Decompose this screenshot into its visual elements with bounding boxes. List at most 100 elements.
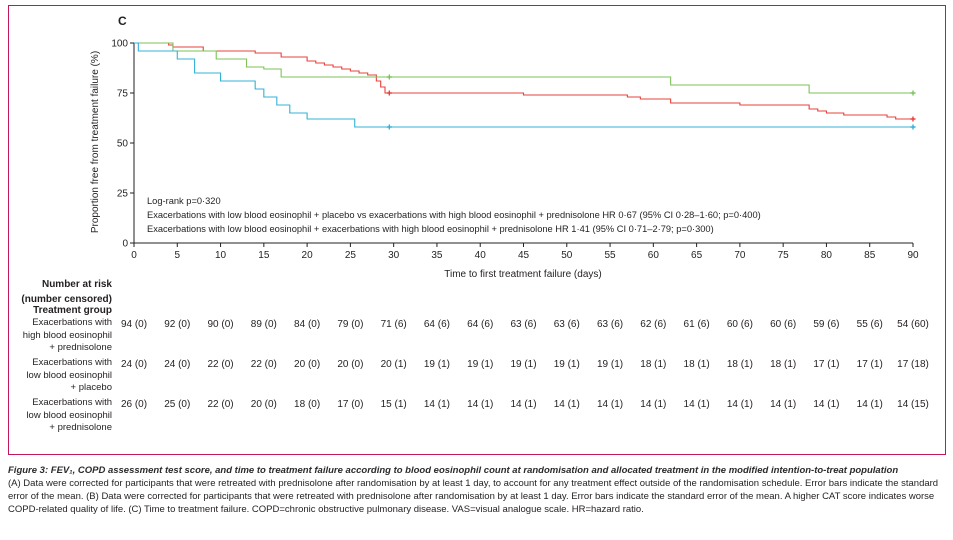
x-tick-label: 5 — [174, 250, 180, 261]
risk-cell: 24 (0) — [164, 359, 191, 370]
risk-cell: 14 (1) — [726, 399, 753, 410]
logrank-annotation: Log-rank p=0·320 — [147, 196, 221, 206]
censor-mark — [386, 74, 392, 80]
risk-cell: 22 (0) — [207, 399, 234, 410]
caption-title-text: FEV₁, COPD assessment test score, and ti… — [50, 465, 899, 476]
y-tick-label: 0 — [122, 239, 128, 250]
risk-cell: 14 (1) — [856, 399, 883, 410]
risk-cell: 60 (6) — [770, 319, 797, 330]
x-tick-label: 75 — [778, 250, 790, 261]
risk-cell: 64 (6) — [423, 319, 450, 330]
risk-cell: 64 (6) — [467, 319, 494, 330]
risk-row-label-line: Exacerbations with — [32, 317, 112, 328]
risk-cell: 79 (0) — [337, 319, 364, 330]
y-tick-label: 50 — [117, 139, 129, 150]
risk-cell: 89 (0) — [250, 319, 277, 330]
risk-cell: 20 (0) — [250, 399, 277, 410]
y-axis-label: Proportion free from treatment failure (… — [90, 51, 101, 233]
risk-table-heading: Number at risk (number censored) — [20, 277, 112, 307]
risk-cell: 22 (0) — [207, 359, 234, 370]
censor-mark — [910, 116, 916, 122]
risk-row-label-line: + placebo — [70, 382, 112, 393]
x-tick-label: 25 — [345, 250, 357, 261]
risk-cell: 19 (1) — [596, 359, 624, 370]
risk-row-label-line: Exacerbations with — [32, 357, 112, 368]
risk-row-label-line: + prednisolone — [49, 342, 112, 353]
y-tick-label: 75 — [117, 89, 129, 100]
risk-row-label-line: + prednisolone — [49, 422, 112, 433]
risk-cell: 17 (18) — [897, 359, 929, 370]
x-tick-label: 40 — [475, 250, 487, 261]
risk-cell: 20 (0) — [294, 359, 321, 370]
censor-mark — [386, 124, 392, 130]
x-tick-label: 45 — [518, 250, 530, 261]
risk-cell: 55 (6) — [856, 319, 883, 330]
risk-cell: 14 (1) — [813, 399, 840, 410]
x-tick-label: 50 — [561, 250, 573, 261]
risk-cell: 62 (6) — [640, 319, 667, 330]
risk-heading-line-1: Number at risk — [41, 279, 112, 290]
risk-cell: 14 (15) — [897, 399, 929, 410]
x-tick-label: 70 — [734, 250, 746, 261]
y-tick-label: 25 — [117, 189, 129, 200]
x-tick-label: 15 — [258, 250, 270, 261]
risk-cell: 18 (1) — [770, 359, 797, 370]
hr-annotation-2: Exacerbations with low blood eosinophil … — [147, 224, 714, 234]
risk-cell: 18 (1) — [683, 359, 710, 370]
x-tick-label: 10 — [215, 250, 227, 261]
risk-row-label-line: low blood eosinophil — [26, 409, 112, 421]
x-tick-label: 20 — [302, 250, 314, 261]
risk-row-label-line: high blood eosinophil — [22, 329, 112, 341]
x-tick-label: 65 — [691, 250, 703, 261]
x-tick-label: 0 — [131, 250, 137, 261]
risk-row-label-line: low blood eosinophil — [26, 369, 112, 381]
risk-cell: 84 (0) — [294, 319, 321, 330]
risk-cell: 26 (0) — [120, 399, 148, 410]
risk-row-label: Exacerbations with low blood eosinophil + … — [8, 357, 112, 395]
risk-cell: 17 (1) — [856, 359, 883, 370]
risk-cell: 54 (60) — [897, 319, 929, 330]
chart-curves — [134, 42, 913, 128]
risk-cell: 18 (1) — [726, 359, 753, 370]
risk-cell: 14 (1) — [553, 399, 580, 410]
risk-group-heading: Treatment group — [33, 305, 112, 316]
panel-label: C — [118, 14, 127, 28]
risk-cell: 60 (6) — [726, 319, 753, 330]
risk-cell: 94 (0) — [120, 319, 148, 330]
risk-cell: 71 (6) — [380, 319, 407, 330]
chart-axes: 0 25 50 75 100 0 5 10 15 20 25 30 35 40 45 50 55 60 65 70 75… — [111, 39, 919, 262]
x-tick-label: 35 — [431, 250, 443, 261]
risk-cell: 14 (1) — [683, 399, 710, 410]
risk-cell: 25 (0) — [164, 399, 191, 410]
x-tick-label: 90 — [907, 250, 919, 261]
risk-cell: 19 (1) — [510, 359, 537, 370]
risk-cell: 22 (0) — [250, 359, 277, 370]
risk-cell: 20 (1) — [380, 359, 407, 370]
risk-cell: 14 (1) — [467, 399, 494, 410]
risk-cell: 14 (1) — [640, 399, 667, 410]
risk-cell: 19 (1) — [467, 359, 494, 370]
risk-row-label: Exacerbations with high blood eosinophil +… — [8, 317, 112, 355]
risk-row-label: Exacerbations with low blood eosinophil + … — [8, 397, 112, 435]
risk-cell: 14 (1) — [423, 399, 450, 410]
x-tick-label: 80 — [821, 250, 833, 261]
y-tick-label: 100 — [111, 39, 128, 50]
censor-mark — [910, 90, 916, 96]
risk-cell: 19 (1) — [553, 359, 580, 370]
figure-panel-frame — [8, 5, 946, 455]
risk-cell: 90 (0) — [207, 319, 234, 330]
risk-cell: 19 (1) — [423, 359, 450, 370]
risk-cell: 14 (1) — [770, 399, 797, 410]
risk-cell: 18 (1) — [640, 359, 667, 370]
risk-cell: 63 (6) — [510, 319, 537, 330]
chart-censor-marks — [386, 74, 916, 130]
risk-cell: 15 (1) — [380, 399, 407, 410]
hr-annotation-1: Exacerbations with low blood eosinophil … — [147, 210, 761, 220]
risk-cell: 14 (1) — [596, 399, 624, 410]
caption-title: Figure 3: FEV₁, COPD assessment test sco… — [8, 465, 898, 476]
caption-lead: Figure 3: — [8, 465, 51, 476]
risk-cell: 63 (6) — [553, 319, 580, 330]
risk-cell: 61 (6) — [683, 319, 710, 330]
risk-cell: 14 (1) — [510, 399, 537, 410]
km-chart: 0 25 50 75 100 0 5 10 15 20 25 30 35 40 45 50 55 60 65 70 75… — [90, 39, 919, 281]
